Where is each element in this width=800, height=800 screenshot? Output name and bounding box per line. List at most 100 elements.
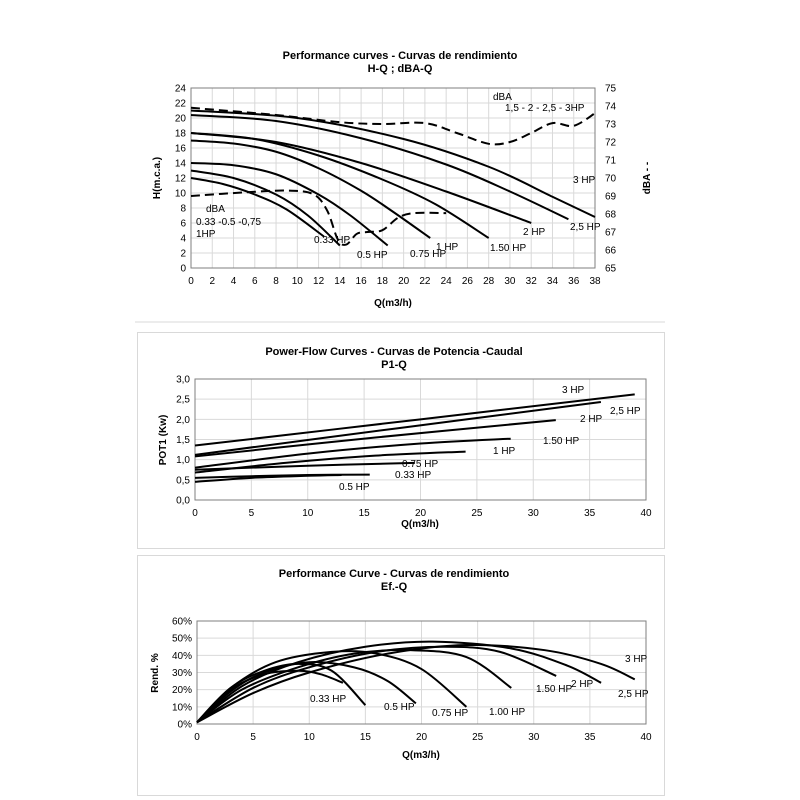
chart-1-y2tick: 70 [605,174,617,185]
chart-1-ytick: 8 [180,204,186,215]
chart-2-xlabel: Q(m3/h) [401,519,439,530]
dba-label: 1HP [196,229,216,240]
chart-2-ytick: 1,5 [176,435,190,446]
series-label: 2 HP [523,227,546,238]
chart-1-xtick: 14 [334,276,346,287]
chart-3-xlabel: Q(m3/h) [402,750,440,761]
series-label: 2,5 HP [618,689,649,700]
series-label: 1.50 HP [536,684,572,695]
chart-3-ytick: 40% [172,651,192,662]
chart-1-y2tick: 73 [605,120,617,131]
chart-1-y2tick: 72 [605,138,617,149]
chart-1-ytick: 24 [175,84,187,95]
series-line-2-hp [190,132,532,224]
chart-3-ytick: 30% [172,668,192,679]
chart-2-frame [137,332,665,549]
series-label: 0.75 HP [432,708,468,719]
chart-1-xtick: 16 [356,276,368,287]
chart-1-y2label: dBA - - [642,162,653,194]
chart-2-ytick: 3,0 [176,375,190,386]
chart-1-y2tick: 67 [605,228,617,239]
chart-1-ytick: 4 [180,234,186,245]
chart-2-xtick: 5 [249,508,255,519]
chart-3-xtick: 10 [304,732,316,743]
chart-2-title: Power-Flow Curves - Curvas de Potencia -… [265,346,522,358]
chart-3-xtick: 25 [472,732,484,743]
chart-1-xtick: 28 [483,276,495,287]
chart-1-y2tick: 68 [605,210,617,221]
chart-2-ytick: 1,0 [176,455,190,466]
series-line-0-33-hp [190,177,325,238]
chart-1-ytick: 12 [175,174,187,185]
chart-1-xtick: 32 [526,276,538,287]
chart-2-xtick: 15 [359,508,371,519]
chart-1-ytick: 14 [175,159,187,170]
chart-1-xtick: 20 [398,276,410,287]
series-line-1-hp [194,450,466,474]
chart-3-plot-area [196,620,647,725]
chart-2-xtick: 10 [302,508,314,519]
chart-2-ytick: 0,0 [176,496,190,507]
chart-3-xtick: 30 [528,732,540,743]
chart-1-y2tick: 74 [605,102,617,113]
chart-1-xtick: 12 [313,276,325,287]
chart-1-ytick: 18 [175,129,187,140]
series-label: 3 HP [625,654,648,665]
chart-1-xtick: 10 [292,276,304,287]
chart-3-frame [137,555,665,796]
series-line-2-5-hp [196,640,602,724]
dba-label: 1,5 - 2 - 2,5 - 3HP [505,103,585,114]
chart-1-ytick: 6 [180,219,186,230]
chart-2-xtick: 25 [471,508,483,519]
series-label: 2,5 HP [610,406,641,417]
chart-1-xtick: 4 [231,276,237,287]
series-label: 0.5 HP [384,702,415,713]
chart-2-subtitle: P1-Q [381,359,407,371]
series-label: 2 HP [580,414,603,425]
series-label: 2 HP [571,679,594,690]
chart-3-ytick: 50% [172,634,192,645]
chart-1-y2tick: 66 [605,246,617,257]
dba-dashed-line [190,106,596,146]
chart-1-title: Performance curves - Curvas de rendimien… [283,50,518,62]
series-line-2-5-hp [190,114,569,221]
chart-3-xtick: 40 [640,732,652,743]
chart-3-xtick: 15 [360,732,372,743]
series-label: 0.33 HP [310,694,346,705]
series-label: 1 HP [436,242,459,253]
series-label: 0.5 HP [339,482,370,493]
series-line-0-5-hp [190,169,341,247]
chart-1-y2tick: 65 [605,264,617,275]
chart-3-xtick: 0 [194,732,200,743]
series-label: 0.33 HP [395,470,431,481]
series-line-2-hp [194,419,556,458]
chart-1-ytick: 22 [175,99,187,110]
chart-3-ylabel: Rend. % [150,653,161,693]
series-line-2-hp [196,645,557,724]
chart-2-xtick: 0 [192,508,198,519]
series-line-0-33-hp [196,669,344,724]
chart-3-xtick: 35 [584,732,596,743]
series-label: 3 HP [562,385,585,396]
chart-3-ytick: 60% [172,617,192,628]
chart-2-xtick: 40 [640,508,652,519]
chart-2-ytick: 2,5 [176,395,190,406]
dba-label: 0.33 -0.5 -0,75 [196,217,261,228]
series-line-1-50-hp [196,649,512,724]
chart-1-ytick: 2 [180,249,186,260]
chart-1-ytick: 20 [175,114,187,125]
series-label: 1.00 HP [489,707,525,718]
chart-1-xtick: 24 [441,276,453,287]
series-label: 3 HP [573,175,596,186]
series-line-1-50-hp [194,437,511,469]
series-line-2-5-hp [194,400,602,456]
chart-1-xtick: 18 [377,276,389,287]
dba-dashed-line [190,189,447,246]
series-line-1-hp [190,139,431,239]
chart-3-ytick: 20% [172,685,192,696]
chart-1-ytick: 16 [175,144,187,155]
chart-1-ytick: 0 [180,264,186,275]
series-label: 0.5 HP [357,250,388,261]
series-label: 1 HP [493,446,516,457]
